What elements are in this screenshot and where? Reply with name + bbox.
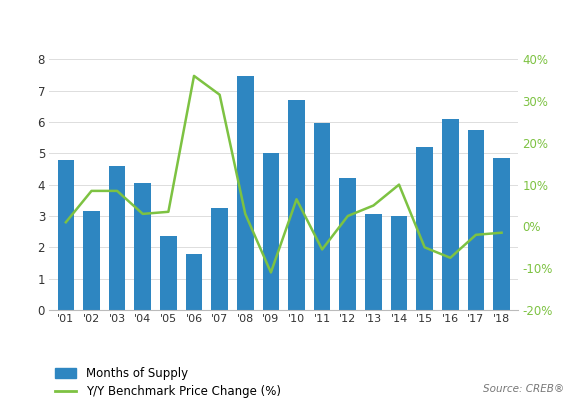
Bar [262, 153, 279, 310]
Bar [314, 124, 331, 310]
Bar [186, 254, 202, 310]
Bar [442, 119, 459, 310]
Bar [339, 178, 356, 310]
Bar [134, 183, 151, 310]
Bar [211, 208, 228, 310]
Bar [391, 216, 408, 310]
Bar [160, 236, 177, 310]
Text: Source: CREB®: Source: CREB® [483, 384, 565, 394]
Bar [83, 211, 100, 310]
Text: Months of Supply and Price: Months of Supply and Price [10, 16, 280, 34]
Bar [57, 160, 74, 310]
Text: YTD July: YTD July [494, 18, 569, 32]
Bar [288, 100, 305, 310]
Bar [237, 76, 254, 310]
Bar [468, 130, 484, 310]
Legend: Months of Supply, Y/Y Benchmark Price Change (%): Months of Supply, Y/Y Benchmark Price Ch… [55, 367, 281, 398]
Bar [109, 166, 126, 310]
Bar [365, 215, 382, 310]
Bar [493, 158, 510, 310]
Bar [416, 147, 433, 310]
